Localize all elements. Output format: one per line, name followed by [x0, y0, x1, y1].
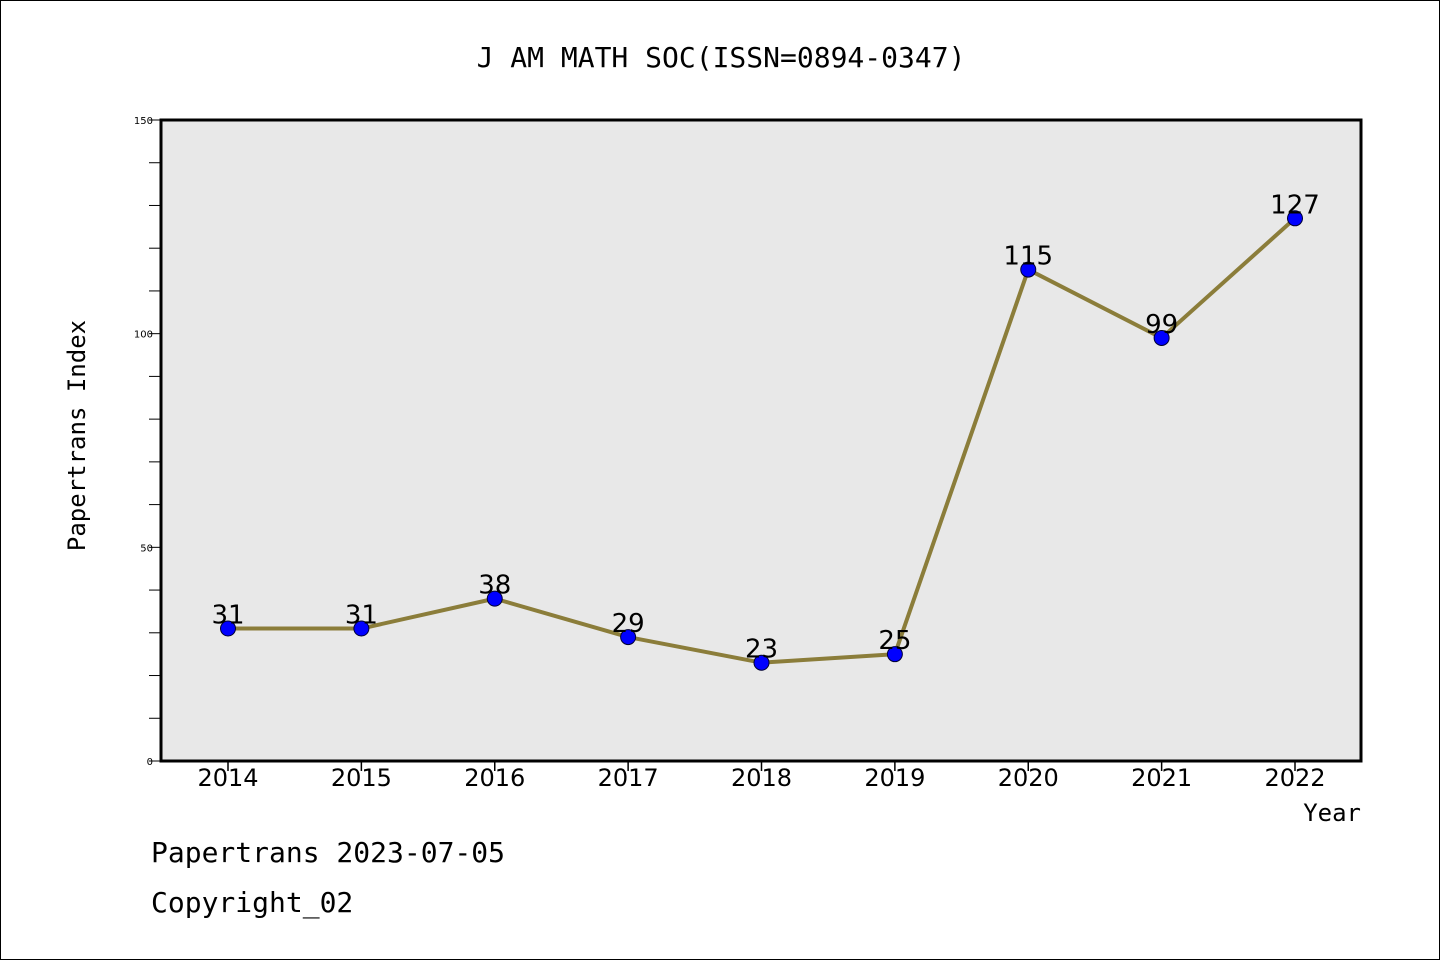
data-point: [1020, 261, 1037, 278]
y-tick-label: 150: [134, 116, 153, 127]
x-tick-label: 2014: [197, 764, 258, 792]
data-label: 23: [745, 635, 778, 665]
data-label: 31: [211, 601, 244, 631]
data-label: 115: [1003, 242, 1053, 272]
x-tick-label: 2021: [1131, 764, 1192, 792]
data-label: 38: [478, 571, 511, 601]
x-tick-label: 2017: [598, 764, 659, 792]
x-tick-label: 2015: [331, 764, 392, 792]
data-point: [620, 629, 637, 646]
footer-copyright: Copyright_02: [151, 886, 354, 919]
y-tick-label: 100: [134, 330, 153, 341]
data-point: [220, 620, 236, 637]
y-axis-label: Papertrans Index: [63, 320, 91, 551]
y-tick-label: 50: [140, 543, 153, 554]
data-labels: 31 31 38 29 23 25 115 99 127: [211, 190, 1319, 664]
x-tick-label: 2018: [731, 764, 792, 792]
data-markers: [220, 210, 1303, 671]
x-tick-label: 2019: [864, 764, 925, 792]
x-axis-label: Year: [1303, 799, 1361, 827]
x-tick-label: 2020: [998, 764, 1059, 792]
data-point: [1287, 210, 1303, 227]
x-tick-label: 2022: [1264, 764, 1325, 792]
data-point: [753, 654, 770, 671]
axis-ticks: 0 50 100 150 2014 2015 2016 2017 2018 2019 2020 202…: [134, 116, 1326, 792]
data-point: [486, 590, 503, 607]
x-tick-label: 2016: [464, 764, 525, 792]
footer-date: Papertrans 2023-07-05: [151, 836, 506, 869]
data-label: 99: [1145, 310, 1178, 340]
data-label: 31: [345, 601, 378, 631]
plot-area: [161, 120, 1361, 761]
plot-border: [159, 118, 1363, 763]
y-tick-label: 0: [147, 757, 153, 768]
chart-title: J AM MATH SOC(ISSN=0894-0347): [477, 41, 966, 74]
data-point: [1153, 329, 1170, 346]
data-label: 127: [1270, 190, 1320, 220]
data-label: 29: [612, 609, 645, 639]
data-point: [886, 646, 903, 663]
data-label: 25: [878, 626, 911, 656]
data-point: [353, 620, 370, 637]
